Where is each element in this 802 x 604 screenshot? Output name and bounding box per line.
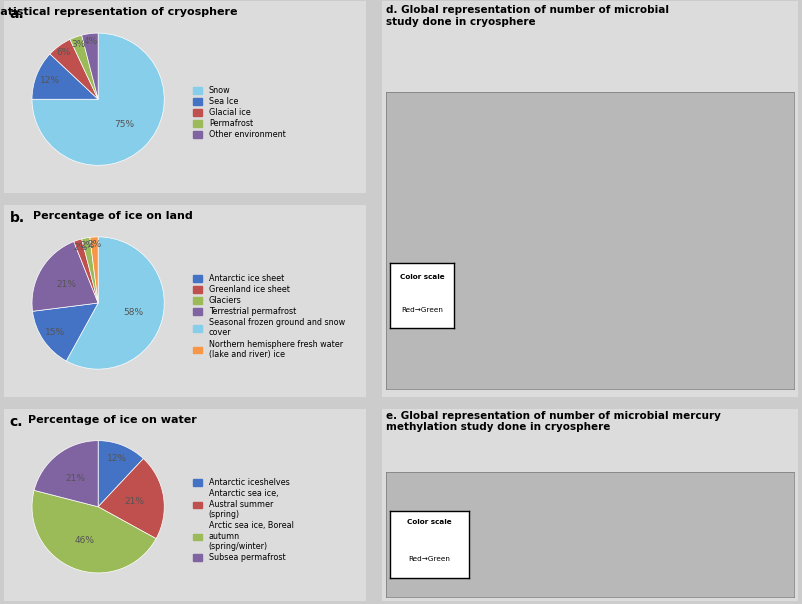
Legend: Antarctic ice sheet, Greenland ice sheet, Glaciers, Terrestrial permafrost, Seas: Antarctic ice sheet, Greenland ice sheet… xyxy=(192,274,345,359)
Legend: Snow, Sea Ice, Glacial ice, Permafrost, Other environment: Snow, Sea Ice, Glacial ice, Permafrost, … xyxy=(192,86,286,140)
Text: Percentage of ice on land: Percentage of ice on land xyxy=(33,211,192,220)
Text: Statistical representation of cryosphere: Statistical representation of cryosphere xyxy=(0,7,238,17)
Text: d. Global representation of number of microbial
study done in cryosphere: d. Global representation of number of mi… xyxy=(386,5,669,27)
Text: a.: a. xyxy=(10,7,24,21)
Text: b.: b. xyxy=(10,211,25,225)
Text: c.: c. xyxy=(10,414,23,428)
Text: Percentage of ice on water: Percentage of ice on water xyxy=(28,414,197,425)
Legend: Antarctic iceshelves, Antarctic sea ice,
Austral summer
(spring), Arctic sea ice: Antarctic iceshelves, Antarctic sea ice,… xyxy=(192,478,294,562)
Text: e. Global representation of number of microbial mercury
methylation study done i: e. Global representation of number of mi… xyxy=(386,411,721,432)
